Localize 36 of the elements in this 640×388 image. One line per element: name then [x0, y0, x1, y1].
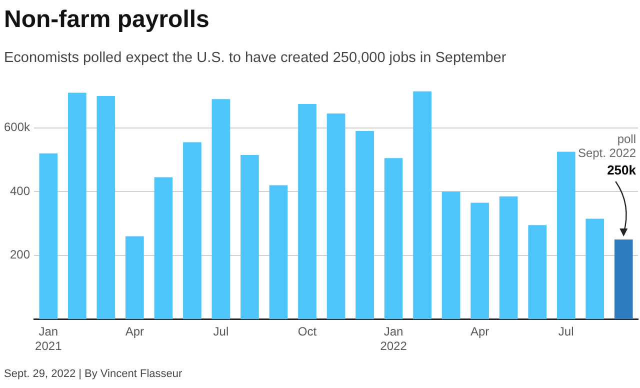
bar — [126, 236, 144, 320]
bar — [556, 152, 576, 320]
annotation: poll Sept. 2022 — [578, 132, 636, 160]
bar — [212, 99, 230, 320]
y-tick-label: 600k — [4, 120, 32, 134]
bar — [586, 218, 604, 320]
data-label: 250k — [607, 162, 637, 178]
bar — [68, 92, 86, 320]
chart-title: Non-farm payrolls — [4, 6, 210, 34]
chart-subtitle: Economists polled expect the U.S. to have created 250,000 jobs in September — [4, 50, 506, 66]
x-tick-label: Jul — [213, 324, 229, 339]
bar — [356, 131, 374, 320]
bar — [499, 196, 518, 320]
bar — [154, 177, 173, 320]
text: Sept. 29, 2022 | By Vincent Flasseur — [4, 368, 182, 380]
x-tick-label: Apr — [125, 324, 144, 339]
bar — [470, 202, 489, 320]
x-tick-label: Jan 2021 — [35, 324, 62, 354]
y-tick-label: 400 — [10, 184, 30, 198]
bar — [384, 158, 403, 320]
x-tick-label: Jul — [558, 324, 574, 339]
bar — [96, 96, 116, 320]
bar — [298, 104, 316, 320]
x-tick-label: Jan 2022 — [380, 324, 408, 354]
bar — [413, 91, 432, 320]
bar — [326, 114, 346, 320]
bar — [240, 154, 259, 320]
bar — [528, 225, 547, 320]
x-tick-label: Apr — [470, 324, 490, 339]
bar — [39, 153, 58, 320]
y-tick-label: 200 — [10, 248, 30, 262]
bar — [614, 239, 633, 320]
bar — [269, 185, 288, 320]
bar — [183, 142, 202, 320]
bar — [442, 192, 460, 320]
x-tick-label: Oct — [298, 324, 318, 339]
